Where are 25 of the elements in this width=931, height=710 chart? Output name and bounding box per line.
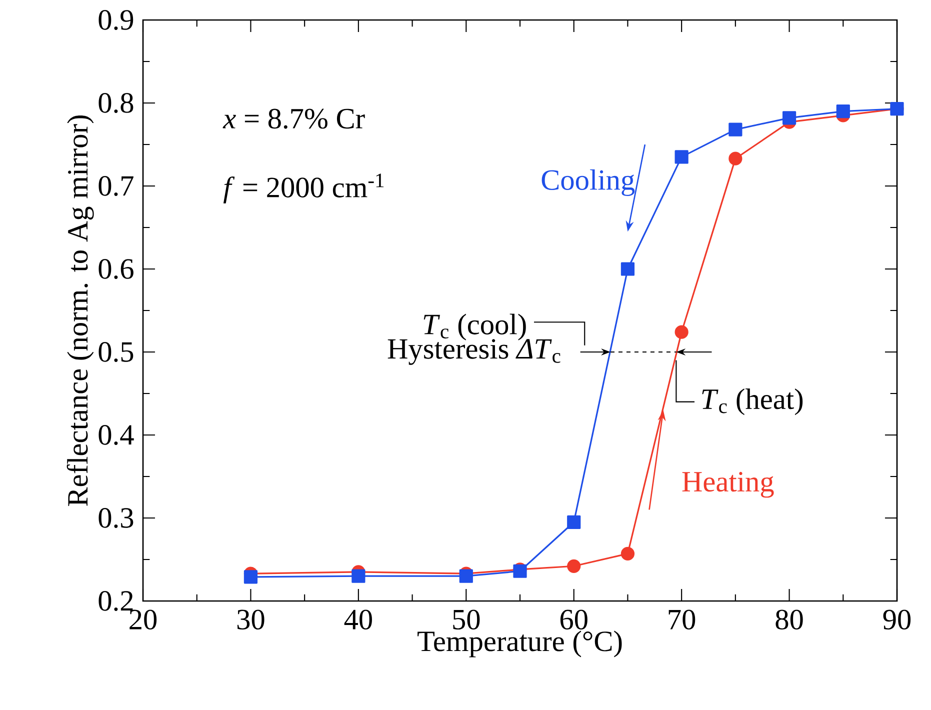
annotation: Hysteresis ΔT$_{c}$ xyxy=(388,339,560,365)
x-tick-label: 50 xyxy=(453,610,480,630)
x-tick-label: 90 xyxy=(883,610,911,630)
y-axis-title: Reflectance (norm. to Ag mirror) xyxy=(66,115,94,506)
x-tick-label: 70 xyxy=(668,610,696,630)
annotation: x = 8.7% Cr xyxy=(222,108,365,129)
x-tick-label: 20 xyxy=(130,610,157,630)
y-tick-label: 0.9 xyxy=(98,10,134,30)
y-tick-label: 0.5 xyxy=(98,342,134,362)
x-tick-label: 60 xyxy=(560,610,588,630)
annotation: T$_{c}$ (cool) xyxy=(424,314,526,340)
annotation: Cooling xyxy=(542,169,635,196)
annotation: f = 2000 cm$^{-1}$ xyxy=(223,174,384,204)
annotation: T$_{c}$ (heat) xyxy=(702,388,803,416)
annotation: Heating xyxy=(682,472,774,498)
y-tick-label: 0.7 xyxy=(98,176,134,196)
x-axis-title: Temperature (°C) xyxy=(418,630,622,658)
y-tick-label: 0.8 xyxy=(98,93,134,113)
y-tick-label: 0.6 xyxy=(98,259,134,279)
y-tick-label: 0.2 xyxy=(98,591,133,611)
x-tick-label: 30 xyxy=(237,610,264,630)
x-tick-label: 80 xyxy=(776,610,803,630)
y-tick-label: 0.4 xyxy=(98,425,134,445)
y-tick-label: 0.3 xyxy=(98,508,134,528)
x-tick-label: 40 xyxy=(344,610,372,630)
